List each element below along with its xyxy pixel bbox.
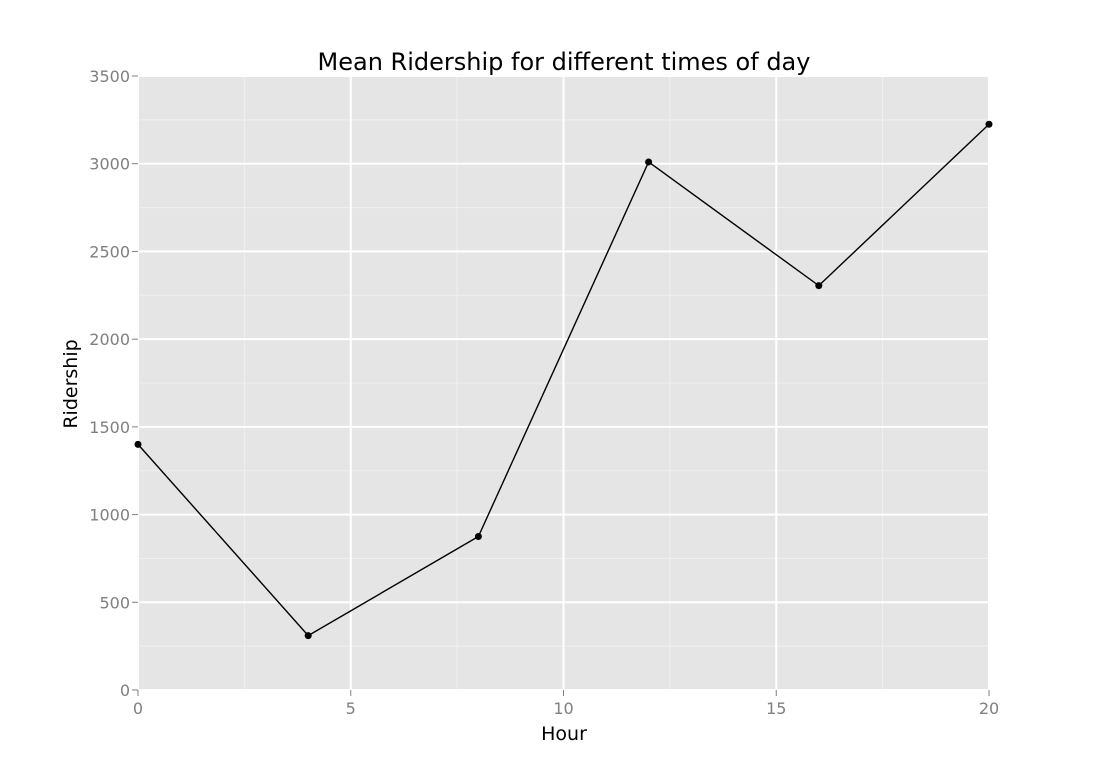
points-layer <box>134 120 993 640</box>
data-point <box>985 120 993 128</box>
x-tick-label: 5 <box>346 699 356 718</box>
data-point <box>134 440 142 448</box>
y-axis-label: Ridership <box>60 339 82 428</box>
x-tick-label: 0 <box>133 699 143 718</box>
y-tick-label: 2500 <box>89 242 130 261</box>
x-tick-label: 10 <box>553 699 573 718</box>
data-point <box>815 282 823 290</box>
series-layer <box>137 123 990 637</box>
x-tick-label: 15 <box>766 699 786 718</box>
y-tick-label: 0 <box>120 681 130 700</box>
y-tick-label: 2000 <box>89 330 130 349</box>
data-point <box>304 632 312 640</box>
x-tick-label: 20 <box>979 699 999 718</box>
axis-ticks: 0 5 10 15 20 0 500 1000 1500 2000 2500 3000 3500 <box>89 67 999 718</box>
data-point <box>645 158 653 166</box>
x-axis-label: Hour <box>541 723 587 745</box>
y-tick-label: 3000 <box>89 155 130 174</box>
y-tick-label: 1500 <box>89 418 130 437</box>
y-tick-label: 1000 <box>89 506 130 525</box>
data-point <box>474 533 482 540</box>
y-tick-label: 3500 <box>89 67 130 86</box>
chart-title: Mean Ridership for different times of da… <box>318 48 811 76</box>
major-grid <box>137 75 990 691</box>
y-tick-label: 500 <box>99 593 130 612</box>
series-line <box>137 123 990 637</box>
